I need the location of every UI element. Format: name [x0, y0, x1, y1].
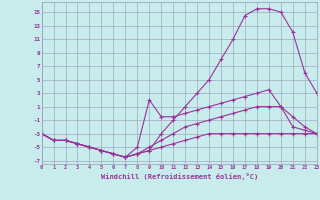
X-axis label: Windchill (Refroidissement éolien,°C): Windchill (Refroidissement éolien,°C): [100, 173, 258, 180]
